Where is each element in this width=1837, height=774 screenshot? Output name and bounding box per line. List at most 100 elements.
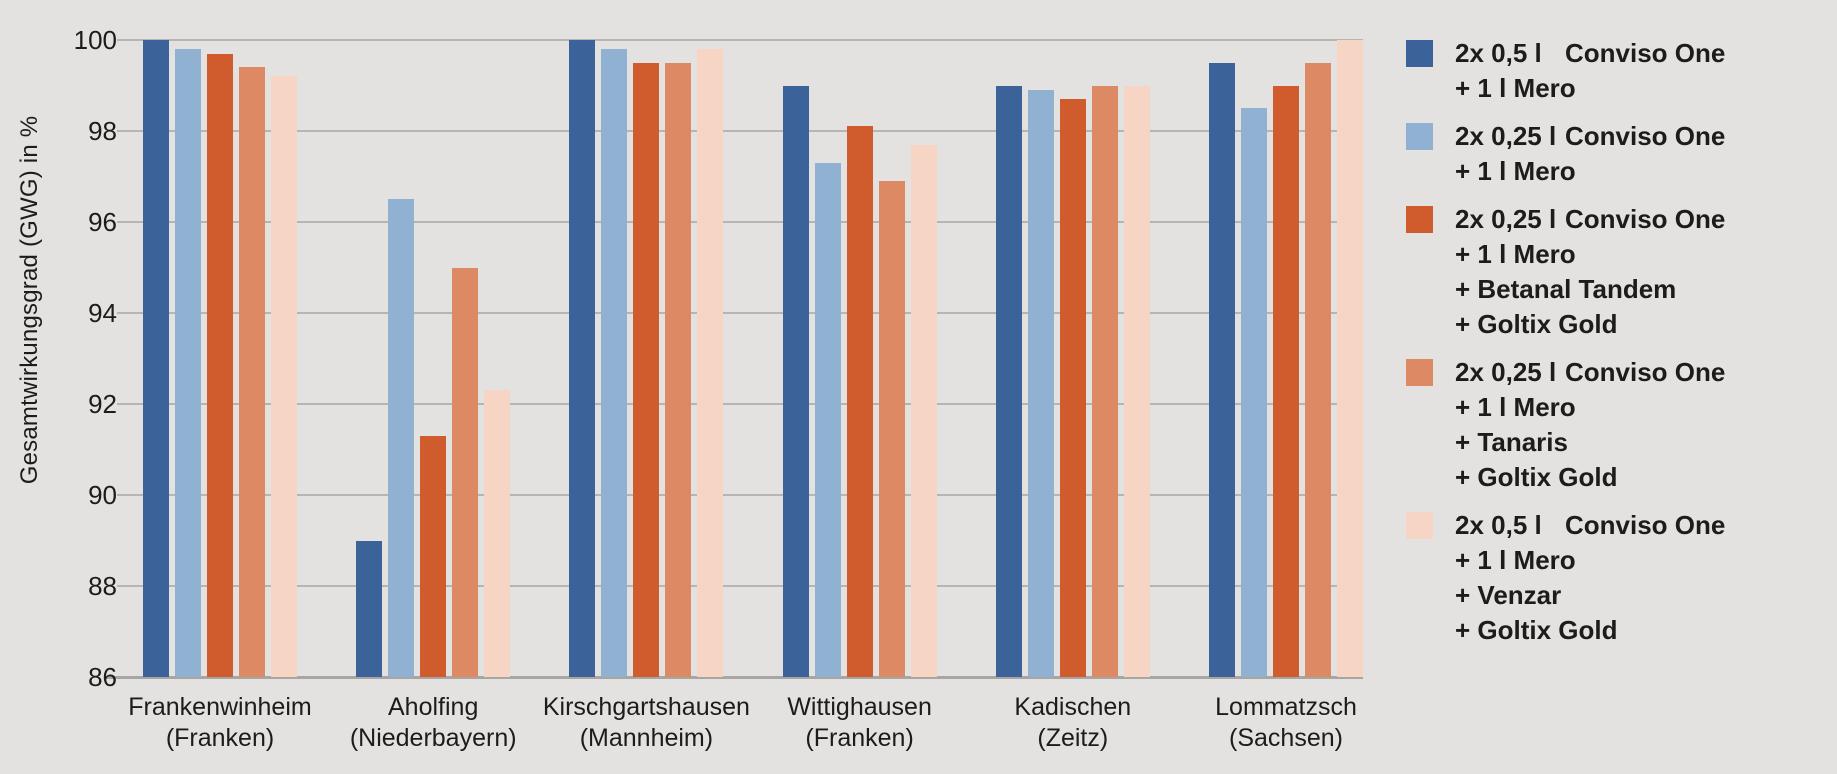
bar-lommatzsch-series4 <box>1305 62 1331 677</box>
category-region: (Franken) <box>165 724 275 752</box>
gridline-92 <box>117 403 1363 405</box>
category-name: Kadischen <box>1014 693 1132 721</box>
y-tick-label-98: 98 <box>88 116 117 146</box>
bar-frankenwinheim-series5 <box>271 76 297 677</box>
legend-entry-text: 2x 0,25 l Conviso One + 1 l Mero <box>1455 119 1725 189</box>
category-region: (Zeitz) <box>1037 724 1109 752</box>
y-tick-label-96: 96 <box>88 207 117 237</box>
category-label-kadischen: Kadischen (Zeitz) <box>943 692 1203 754</box>
legend-line-dose-product: 2x 0,5 l Conviso One <box>1455 36 1725 71</box>
category-label-kirschgartshausen: Kirschgartshausen (Mannheim) <box>516 692 776 754</box>
bar-kirschgartshausen-series2 <box>601 49 628 677</box>
legend-entry-2: 2x 0,25 l Conviso One + 1 l Mero <box>1406 119 1725 189</box>
legend-product-label: Conviso One <box>1565 38 1726 68</box>
bar-kadischen-series3 <box>1059 99 1086 677</box>
legend-dose-label: 2x 0,25 l <box>1455 357 1557 387</box>
bar-kirschgartshausen-series3 <box>633 62 660 677</box>
gridline-86 <box>105 676 1363 679</box>
bar-aholfing-series2 <box>388 199 415 677</box>
category-region: (Niederbayern) <box>349 724 517 752</box>
y-tick-label-100: 100 <box>73 25 117 55</box>
bar-frankenwinheim-series4 <box>239 67 265 677</box>
legend-extra-line-1: + 1 l Mero <box>1455 392 1576 422</box>
legend-entry-5: 2x 0,5 l Conviso One + 1 l Mero + Venzar + G… <box>1406 508 1725 648</box>
legend-extra-line-1: + 1 l Mero <box>1455 545 1576 575</box>
legend-swatch-3 <box>1406 206 1433 233</box>
legend-extra-line-2: + Venzar <box>1455 580 1562 610</box>
category-label-wittighausen: Wittighausen (Franken) <box>730 692 990 754</box>
bar-frankenwinheim-series2 <box>175 49 201 677</box>
bar-wittighausen-series1 <box>782 85 809 677</box>
legend-entry-text: 2x 0,25 l Conviso One + 1 l Mero + Betanal … <box>1455 202 1725 342</box>
bar-wittighausen-series4 <box>878 181 905 677</box>
legend-extra-line-3: + Goltix Gold <box>1455 309 1618 339</box>
bar-wittighausen-series5 <box>910 144 937 677</box>
legend-entry-text: 2x 0,5 l Conviso One + 1 l Mero + Venzar + G… <box>1455 508 1725 648</box>
bar-kadischen-series1 <box>995 85 1022 677</box>
bar-lommatzsch-series5 <box>1337 40 1363 677</box>
gridline-96 <box>117 221 1363 223</box>
legend-extra-line-3: + Goltix Gold <box>1455 462 1618 492</box>
legend-dose-label: 2x 0,5 l <box>1455 38 1542 68</box>
y-tick-label-86: 86 <box>88 662 117 692</box>
category-region: (Mannheim) <box>579 724 714 752</box>
legend-swatch-5 <box>1406 512 1433 539</box>
legend-product-label: Conviso One <box>1565 204 1726 234</box>
legend-swatch-1 <box>1406 40 1433 67</box>
bar-frankenwinheim-series1 <box>143 40 169 677</box>
legend-entry-text: 2x 0,25 l Conviso One + 1 l Mero + Tanaris +… <box>1455 355 1725 495</box>
bar-wittighausen-series3 <box>846 126 873 677</box>
legend-dose-label: 2x 0,25 l <box>1455 204 1557 234</box>
bar-kirschgartshausen-series5 <box>697 49 724 677</box>
legend-extra-line-1: + 1 l Mero <box>1455 239 1576 269</box>
category-region: (Sachsen) <box>1229 724 1343 752</box>
y-tick-label-88: 88 <box>88 571 117 601</box>
legend-product-label: Conviso One <box>1565 510 1726 540</box>
legend-swatch-4 <box>1406 359 1433 386</box>
legend-line-dose-product: 2x 0,25 l Conviso One <box>1455 355 1725 390</box>
bar-lommatzsch-series1 <box>1209 62 1235 677</box>
y-tick-label-92: 92 <box>88 389 117 419</box>
bar-aholfing-series1 <box>356 540 383 677</box>
category-region: (Franken) <box>805 724 914 752</box>
category-label-aholfing: Aholfing (Niederbayern) <box>303 692 563 754</box>
bar-aholfing-series5 <box>484 390 511 677</box>
bar-frankenwinheim-series3 <box>207 53 233 677</box>
bar-lommatzsch-series2 <box>1241 108 1267 677</box>
gridline-98 <box>117 130 1363 132</box>
legend-entry-4: 2x 0,25 l Conviso One + 1 l Mero + Tanaris +… <box>1406 355 1725 495</box>
bar-wittighausen-series2 <box>814 162 841 677</box>
bar-aholfing-series3 <box>420 435 447 677</box>
y-tick-label-90: 90 <box>88 480 117 510</box>
legend-extra-line-2: + Tanaris <box>1455 427 1568 457</box>
category-name: Lommatzsch <box>1215 693 1357 721</box>
gridline-94 <box>117 312 1363 314</box>
legend-product-label: Conviso One <box>1565 357 1726 387</box>
legend-entry-3: 2x 0,25 l Conviso One + 1 l Mero + Betanal … <box>1406 202 1725 342</box>
legend-dose-label: 2x 0,5 l <box>1455 510 1542 540</box>
category-name: Kirschgartshausen <box>542 693 750 721</box>
legend-dose-label: 2x 0,25 l <box>1455 121 1557 151</box>
bar-kirschgartshausen-series4 <box>665 62 692 677</box>
legend-extra-line-2: + Betanal Tandem <box>1455 274 1677 304</box>
legend-entry-1: 2x 0,5 l Conviso One + 1 l Mero <box>1406 36 1725 106</box>
plot-area <box>105 39 1363 679</box>
bar-kadischen-series4 <box>1091 85 1118 677</box>
legend-extra-line-1: + 1 l Mero <box>1455 73 1576 103</box>
gridline-90 <box>117 494 1363 496</box>
bar-aholfing-series4 <box>452 267 479 677</box>
legend-swatch-2 <box>1406 123 1433 150</box>
category-label-frankenwinheim: Frankenwinheim (Franken) <box>90 692 350 754</box>
gridline-88 <box>117 585 1363 587</box>
legend: 2x 0,5 l Conviso One + 1 l Mero 2x 0,25 l Co… <box>1406 36 1725 661</box>
y-tick-label-94: 94 <box>88 298 117 328</box>
bar-kadischen-series2 <box>1027 90 1054 677</box>
category-name: Aholfing <box>388 693 479 721</box>
category-name: Frankenwinheim <box>128 693 312 721</box>
legend-line-dose-product: 2x 0,5 l Conviso One <box>1455 508 1725 543</box>
bar-lommatzsch-series3 <box>1273 85 1299 677</box>
gridline-100 <box>117 39 1363 41</box>
bar-kadischen-series5 <box>1123 85 1150 677</box>
category-name: Wittighausen <box>787 693 932 721</box>
